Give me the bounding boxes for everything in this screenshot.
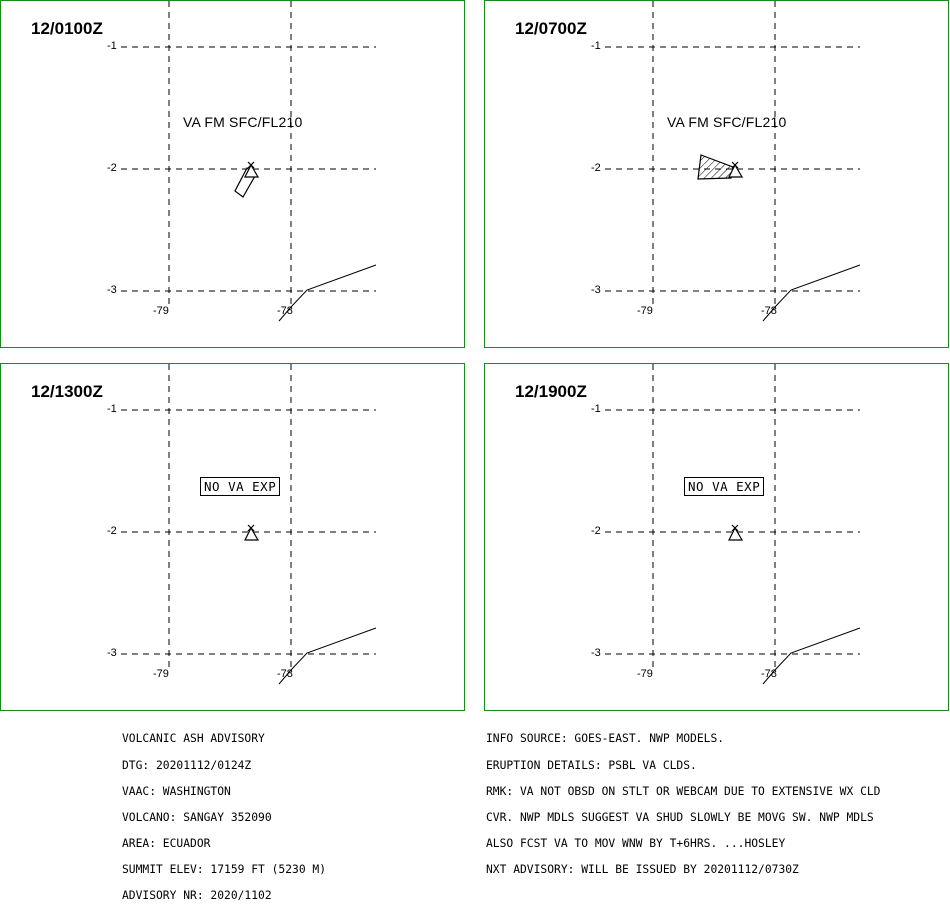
lat-label: -3: [107, 647, 117, 659]
lat-label: -1: [107, 40, 117, 52]
map-graphic: [605, 364, 861, 685]
coastline: [278, 264, 377, 322]
advisory-details-text: INFO SOURCE: GOES-EAST. NWP MODELS. ERUP…: [486, 718, 880, 883]
no-va-label: NO VA EXP: [684, 477, 765, 496]
advisory-line: VOLCANO: SANGAY 352090: [122, 810, 272, 824]
advisory-line: SUMMIT ELEV: 17159 FT (5230 M): [122, 862, 327, 876]
volcano-icon: [244, 163, 260, 178]
panel-time: 12/0700Z: [515, 19, 587, 38]
lat-label: -1: [107, 403, 117, 415]
no-va-label: NO VA EXP: [200, 477, 281, 496]
lon-label: -78: [277, 668, 293, 680]
map-graphic: [121, 1, 377, 322]
forecast-panel-1900z: 12/1900Z NO VA EXP -1 -2 -3 -79 -78: [484, 363, 949, 711]
forecast-panel-0100z: 12/0100Z VA FM SFC/FL210 -1 -2 -3 -79 -7…: [0, 0, 465, 348]
ash-cloud-polygon: [697, 154, 734, 180]
lat-label: -1: [591, 403, 601, 415]
advisory-line: DTG: 20201112/0124Z: [122, 758, 252, 772]
lat-label: -3: [591, 284, 601, 296]
coastline: [278, 627, 377, 685]
volcano-icon: [728, 526, 744, 541]
panel-time: 12/1900Z: [515, 382, 587, 401]
lon-label: -78: [761, 668, 777, 680]
lon-label: -78: [277, 305, 293, 317]
map-graphic: [605, 1, 861, 322]
lat-label: -2: [107, 162, 117, 174]
va-layer-label: VA FM SFC/FL210: [183, 114, 303, 130]
advisory-line: AREA: ECUADOR: [122, 836, 211, 850]
forecast-panel-0700z: 12/0700Z VA FM SFC/FL210 -1 -2 -3 -79 -7…: [484, 0, 949, 348]
lon-label: -78: [761, 305, 777, 317]
advisory-line: ERUPTION DETAILS: PSBL VA CLDS.: [486, 758, 697, 772]
lon-label: -79: [153, 668, 169, 680]
advisory-header-text: VOLCANIC ASH ADVISORY DTG: 20201112/0124…: [122, 718, 326, 909]
advisory-line: CVR. NWP MDLS SUGGEST VA SHUD SLOWLY BE …: [486, 810, 874, 824]
advisory-line: RMK: VA NOT OBSD ON STLT OR WEBCAM DUE T…: [486, 784, 881, 798]
lat-label: -2: [591, 162, 601, 174]
lon-label: -79: [153, 305, 169, 317]
lon-label: -79: [637, 305, 653, 317]
panel-time: 12/0100Z: [31, 19, 103, 38]
coastline: [762, 627, 861, 685]
map-graphic: [121, 364, 377, 685]
lat-label: -2: [591, 525, 601, 537]
va-layer-label: VA FM SFC/FL210: [667, 114, 787, 130]
lat-label: -2: [107, 525, 117, 537]
lat-label: -3: [591, 647, 601, 659]
lat-label: -1: [591, 40, 601, 52]
forecast-panel-1300z: 12/1300Z NO VA EXP -1 -2 -3 -79 -78: [0, 363, 465, 711]
lat-label: -3: [107, 284, 117, 296]
advisory-line: ALSO FCST VA TO MOV WNW BY T+6HRS. ...HO…: [486, 836, 786, 850]
coastline: [762, 264, 861, 322]
advisory-line: INFO SOURCE: GOES-EAST. NWP MODELS.: [486, 732, 725, 746]
advisory-line: VOLCANIC ASH ADVISORY: [122, 732, 265, 746]
volcano-icon: [728, 163, 744, 178]
advisory-line: ADVISORY NR: 2020/1102: [122, 888, 272, 902]
advisory-line: NXT ADVISORY: WILL BE ISSUED BY 20201112…: [486, 862, 799, 876]
panel-time: 12/1300Z: [31, 382, 103, 401]
lon-label: -79: [637, 668, 653, 680]
volcano-icon: [244, 526, 260, 541]
advisory-line: VAAC: WASHINGTON: [122, 784, 231, 798]
